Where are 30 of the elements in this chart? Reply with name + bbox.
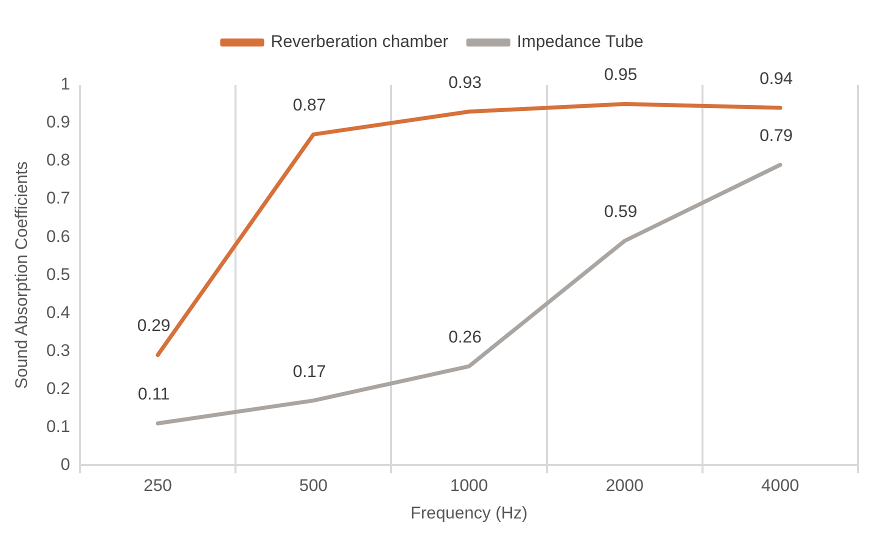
- legend-label: Impedance Tube: [516, 32, 644, 52]
- data-label: 0.94: [760, 69, 793, 88]
- y-tick-label: 0.8: [46, 150, 70, 170]
- data-label: 0.29: [137, 316, 170, 336]
- x-tick-label: 1000: [450, 476, 488, 496]
- data-label: 0.59: [604, 202, 638, 222]
- y-tick-label: 0: [60, 454, 70, 474]
- x-tick-label: 4000: [761, 476, 800, 496]
- data-label: 0.95: [604, 65, 638, 84]
- data-label: 0.93: [448, 72, 482, 92]
- data-label: 0.11: [138, 384, 170, 404]
- y-tick-label: 0.5: [46, 264, 70, 284]
- data-label: 0.17: [292, 362, 326, 381]
- y-tick-label: 0.3: [46, 340, 70, 360]
- y-tick-label: 1: [60, 74, 70, 94]
- y-tick-label: 0.1: [46, 416, 70, 436]
- y-tick-label: 0.4: [46, 302, 70, 322]
- y-axis-title: Sound Absorption Coefficients: [12, 161, 31, 389]
- y-tick-label: 0.2: [46, 378, 70, 398]
- x-tick-label: 250: [144, 476, 172, 496]
- data-label: 0.87: [292, 96, 326, 115]
- x-tick-label: 500: [299, 476, 328, 496]
- legend-label: Reverberation chamber: [270, 32, 449, 52]
- data-label: 0.79: [760, 126, 793, 146]
- x-axis-title: Frequency (Hz): [410, 503, 528, 522]
- x-tick-label: 2000: [606, 476, 644, 496]
- y-tick-label: 0.6: [46, 226, 70, 246]
- y-tick-label: 0.9: [46, 112, 70, 132]
- data-label: 0.26: [448, 328, 482, 347]
- y-tick-label: 0.7: [46, 188, 70, 208]
